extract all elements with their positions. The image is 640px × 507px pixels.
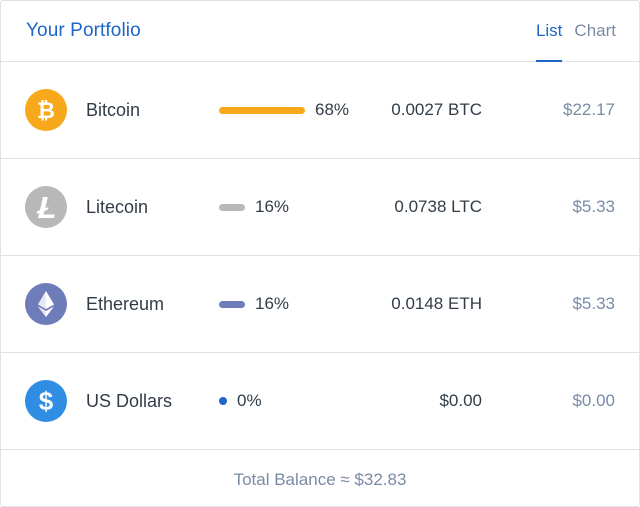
tab-chart[interactable]: Chart	[574, 21, 616, 40]
asset-value: $22.17	[563, 100, 615, 119]
asset-row-litecoin[interactable]: Litecoin 16% 0.0738 LTC $5.33	[1, 159, 639, 256]
allocation-dot	[219, 397, 227, 405]
asset-amount: $0.00	[439, 391, 482, 410]
allocation-percent: 0%	[237, 391, 262, 410]
asset-row-us-dollars[interactable]: $ US Dollars 0% $0.00 $0.00	[1, 353, 639, 450]
ethereum-icon	[25, 283, 67, 325]
asset-name: Ethereum	[86, 294, 165, 314]
dollar-icon: $	[25, 380, 67, 422]
bitcoin-icon: ₿	[25, 89, 67, 131]
svg-text:₿: ₿	[37, 98, 55, 123]
allocation-bar	[219, 204, 245, 211]
allocation-percent: 16%	[255, 197, 290, 216]
view-tabs: List Chart	[524, 21, 616, 62]
asset-row-bitcoin[interactable]: ₿ Bitcoin 68% 0.0027 BTC $22.17	[1, 62, 639, 159]
asset-value: $5.33	[572, 294, 615, 313]
asset-value: $5.33	[572, 197, 615, 216]
allocation-bar	[219, 107, 305, 114]
allocation-percent: 68%	[315, 100, 350, 119]
asset-name: Litecoin	[86, 197, 149, 217]
asset-value: $0.00	[572, 391, 615, 410]
asset-row-ethereum[interactable]: Ethereum 16% 0.0148 ETH $5.33	[1, 256, 639, 353]
tab-list[interactable]: List	[535, 21, 563, 62]
allocation-bar	[219, 301, 245, 308]
svg-text:$: $	[39, 386, 54, 416]
total-balance: Total Balance ≈ $32.83	[233, 470, 407, 489]
asset-amount: 0.0148 ETH	[391, 294, 482, 313]
allocation-percent: 16%	[255, 294, 290, 313]
page-title: Your Portfolio	[26, 20, 141, 41]
asset-name: US Dollars	[86, 391, 173, 411]
asset-amount: 0.0738 LTC	[394, 197, 482, 216]
portfolio-header: Your Portfolio List Chart	[1, 1, 639, 62]
litecoin-icon	[25, 186, 67, 228]
asset-name: Bitcoin	[86, 100, 141, 120]
asset-amount: 0.0027 BTC	[391, 100, 482, 119]
